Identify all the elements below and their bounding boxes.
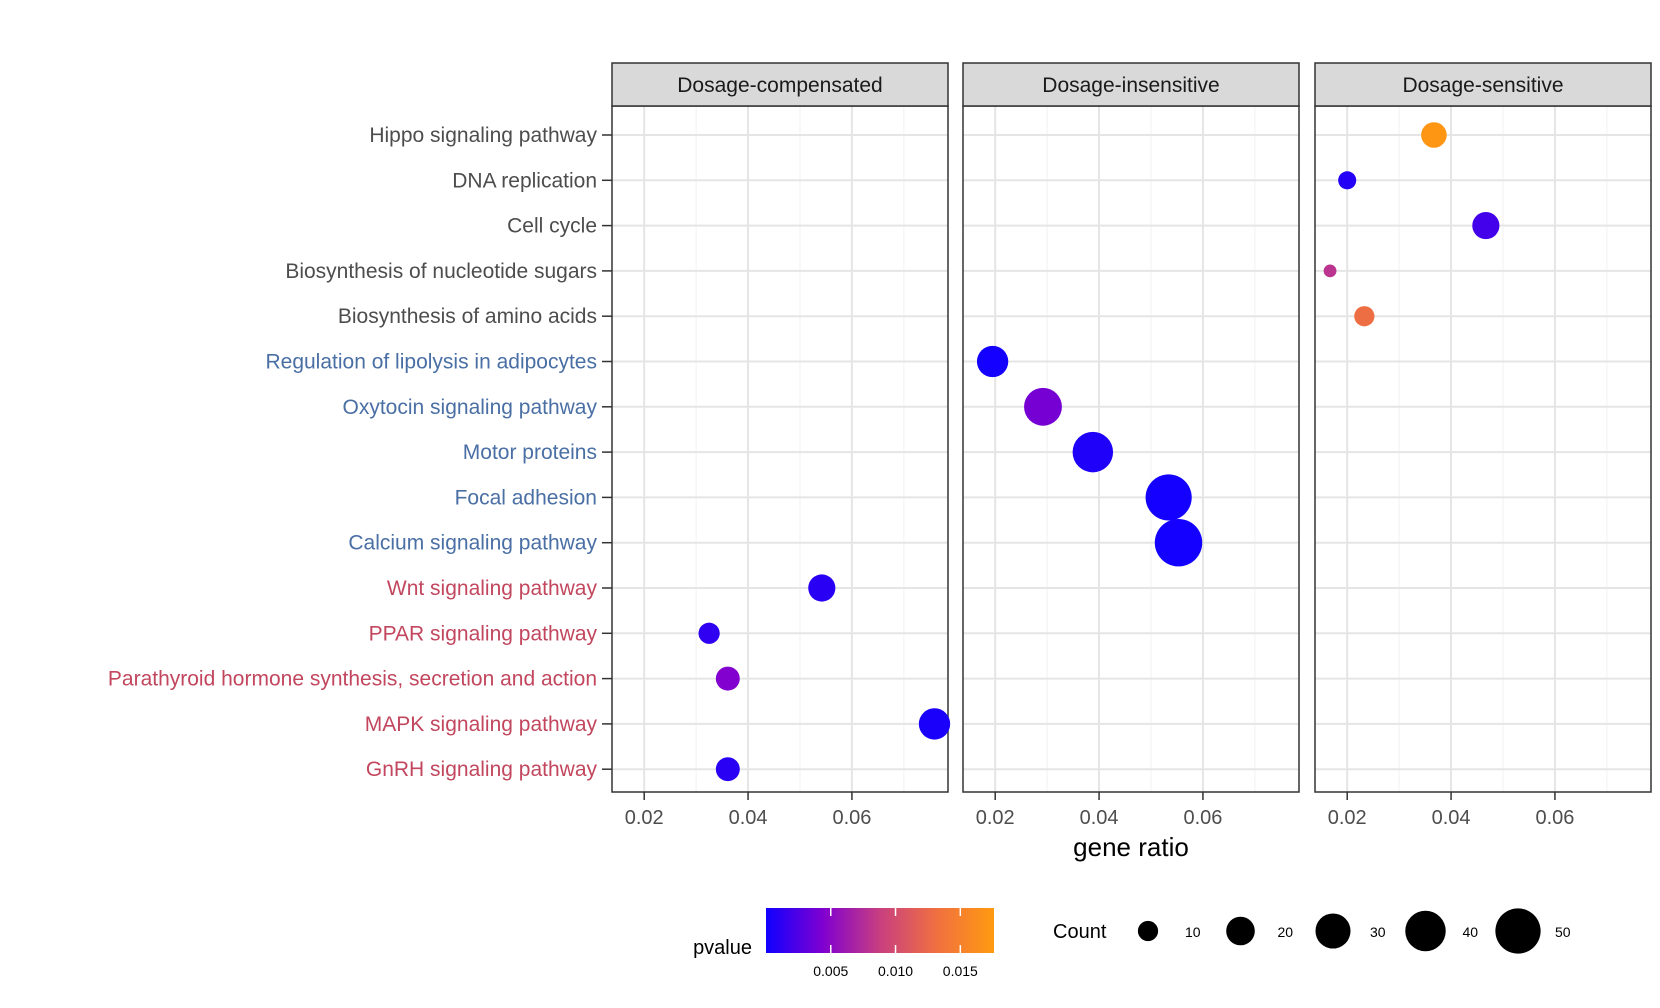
data-point bbox=[698, 622, 720, 644]
x-axis-title: gene ratio bbox=[1073, 832, 1189, 862]
x-tick-label: 0.06 bbox=[1183, 807, 1222, 829]
pvalue-colorbar bbox=[766, 908, 994, 953]
data-point bbox=[1024, 387, 1062, 426]
count-legend-label: 20 bbox=[1278, 924, 1294, 940]
pvalue-legend-title: pvalue bbox=[693, 937, 752, 959]
x-tick-label: 0.04 bbox=[1080, 807, 1119, 829]
facet-strip bbox=[962, 62, 1300, 107]
count-legend-key bbox=[1137, 920, 1159, 942]
data-point bbox=[1421, 122, 1447, 148]
count-legend-key bbox=[1405, 910, 1446, 952]
count-legend: Count 10 20 30 40 50 bbox=[1053, 908, 1571, 954]
pathway-label: Wnt signaling pathway bbox=[387, 577, 598, 600]
facet-panel: Dosage-compensated 0.02 0.04 0.06 bbox=[611, 62, 951, 829]
x-tick-label: 0.02 bbox=[625, 807, 664, 829]
x-tick-label: 0.06 bbox=[832, 807, 871, 829]
colorbar-tick-label: 0.010 bbox=[878, 963, 913, 979]
count-legend-label: 50 bbox=[1555, 924, 1571, 940]
pathway-label: Biosynthesis of nucleotide sugars bbox=[285, 260, 597, 283]
data-point bbox=[1154, 518, 1203, 567]
data-point bbox=[808, 574, 836, 602]
pathway-label: MAPK signaling pathway bbox=[365, 713, 598, 736]
count-legend-key bbox=[1495, 908, 1541, 954]
count-legend-label: 30 bbox=[1370, 924, 1386, 940]
data-point bbox=[1472, 212, 1500, 240]
data-point bbox=[1354, 306, 1375, 327]
pathway-label: Biosynthesis of amino acids bbox=[338, 305, 597, 328]
data-point bbox=[1072, 431, 1114, 473]
count-legend-key bbox=[1315, 913, 1351, 949]
pathway-label: Regulation of lipolysis in adipocytes bbox=[265, 351, 597, 374]
x-tick-label: 0.06 bbox=[1535, 807, 1574, 829]
pathway-labels: Hippo signaling pathway DNA replication Ce… bbox=[108, 124, 612, 781]
facet-strip-label: Dosage-compensated bbox=[677, 74, 882, 97]
count-legend-label: 40 bbox=[1463, 924, 1479, 940]
pathway-label: Parathyroid hormone synthesis, secretion… bbox=[108, 668, 597, 691]
pathway-label: PPAR signaling pathway bbox=[369, 622, 598, 645]
count-legend-key bbox=[1226, 916, 1255, 946]
facet-panel: Dosage-insensitive 0.02 0.04 0.06 bbox=[962, 62, 1300, 829]
pathway-label: Motor proteins bbox=[463, 441, 597, 464]
facet-strip-label: Dosage-insensitive bbox=[1042, 74, 1219, 97]
data-point bbox=[976, 345, 1009, 378]
panel-background bbox=[1315, 106, 1651, 792]
x-tick-label: 0.04 bbox=[729, 807, 768, 829]
count-legend-title: Count bbox=[1053, 921, 1107, 943]
x-tick-label: 0.02 bbox=[976, 807, 1015, 829]
facet-strip bbox=[1314, 62, 1652, 107]
pathway-label: GnRH signaling pathway bbox=[366, 758, 598, 781]
panel-background bbox=[963, 106, 1299, 792]
panel-background bbox=[612, 106, 948, 792]
facet-panel: Dosage-sensitive 0.02 0.04 0.06 bbox=[1314, 62, 1652, 829]
data-point bbox=[1323, 264, 1337, 278]
pathway-label: Calcium signaling pathway bbox=[348, 532, 597, 555]
facet-strip-label: Dosage-sensitive bbox=[1402, 74, 1563, 97]
data-point bbox=[715, 757, 740, 782]
data-point bbox=[1338, 171, 1357, 190]
x-tick-label: 0.02 bbox=[1328, 807, 1367, 829]
pathway-label: Cell cycle bbox=[507, 215, 597, 238]
pathway-label: Hippo signaling pathway bbox=[369, 124, 597, 147]
facet-strip bbox=[611, 62, 949, 107]
pvalue-legend: pvalue 0.005 0.010 0.015 bbox=[693, 908, 994, 979]
data-point bbox=[715, 666, 740, 691]
pathway-label: Oxytocin signaling pathway bbox=[343, 396, 598, 419]
pathway-label: DNA replication bbox=[452, 169, 597, 192]
x-tick-label: 0.04 bbox=[1432, 807, 1471, 829]
data-point bbox=[918, 708, 951, 740]
count-legend-label: 10 bbox=[1185, 924, 1201, 940]
colorbar-tick-label: 0.015 bbox=[943, 963, 978, 979]
colorbar-tick-label: 0.005 bbox=[813, 963, 848, 979]
data-point bbox=[1145, 474, 1192, 521]
pathway-label: Focal adhesion bbox=[455, 486, 597, 509]
